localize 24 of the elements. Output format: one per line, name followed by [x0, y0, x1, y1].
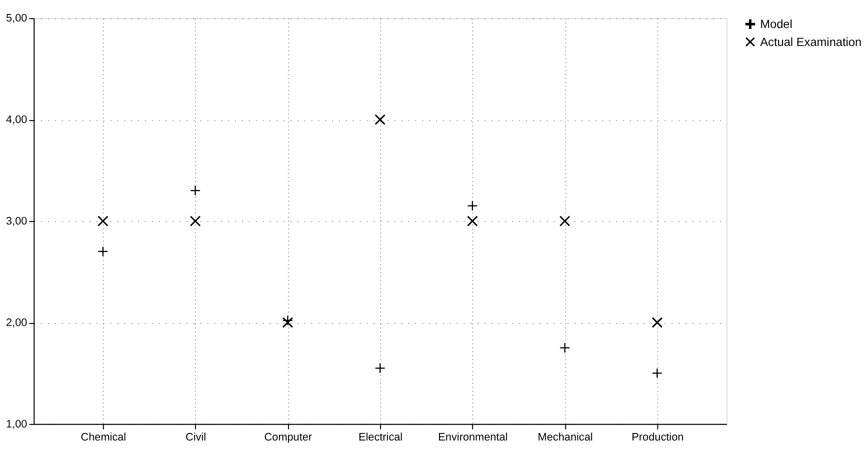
- point: [190, 216, 201, 226]
- point: [560, 343, 570, 353]
- x-tick-label: Environmental: [438, 431, 508, 444]
- y-tick-label: 2,00: [6, 316, 28, 329]
- legend-label: Model: [760, 17, 792, 32]
- x-tick-label: Production: [632, 431, 684, 444]
- y-tick-label: 4,00: [6, 114, 28, 126]
- point: [652, 317, 663, 328]
- y-tick-label: 3,00: [6, 216, 28, 228]
- x-tick-label: Civil: [186, 431, 206, 444]
- point: [190, 186, 200, 196]
- point: [282, 317, 294, 328]
- point: [374, 114, 386, 126]
- x-tick-label: Chemical: [80, 431, 126, 444]
- legend-label: Actual Examination: [760, 34, 862, 49]
- point: [652, 368, 662, 378]
- x-tick-label: Mechanical: [538, 431, 593, 444]
- point: [466, 216, 478, 226]
- y-tick-label: 1,00: [6, 418, 28, 430]
- x-tick-label: Computer: [264, 431, 312, 444]
- point: [559, 216, 570, 226]
- x-tick-label: Electrical: [358, 431, 403, 444]
- y-tick-label: 5,00: [6, 12, 28, 25]
- point: [97, 216, 108, 226]
